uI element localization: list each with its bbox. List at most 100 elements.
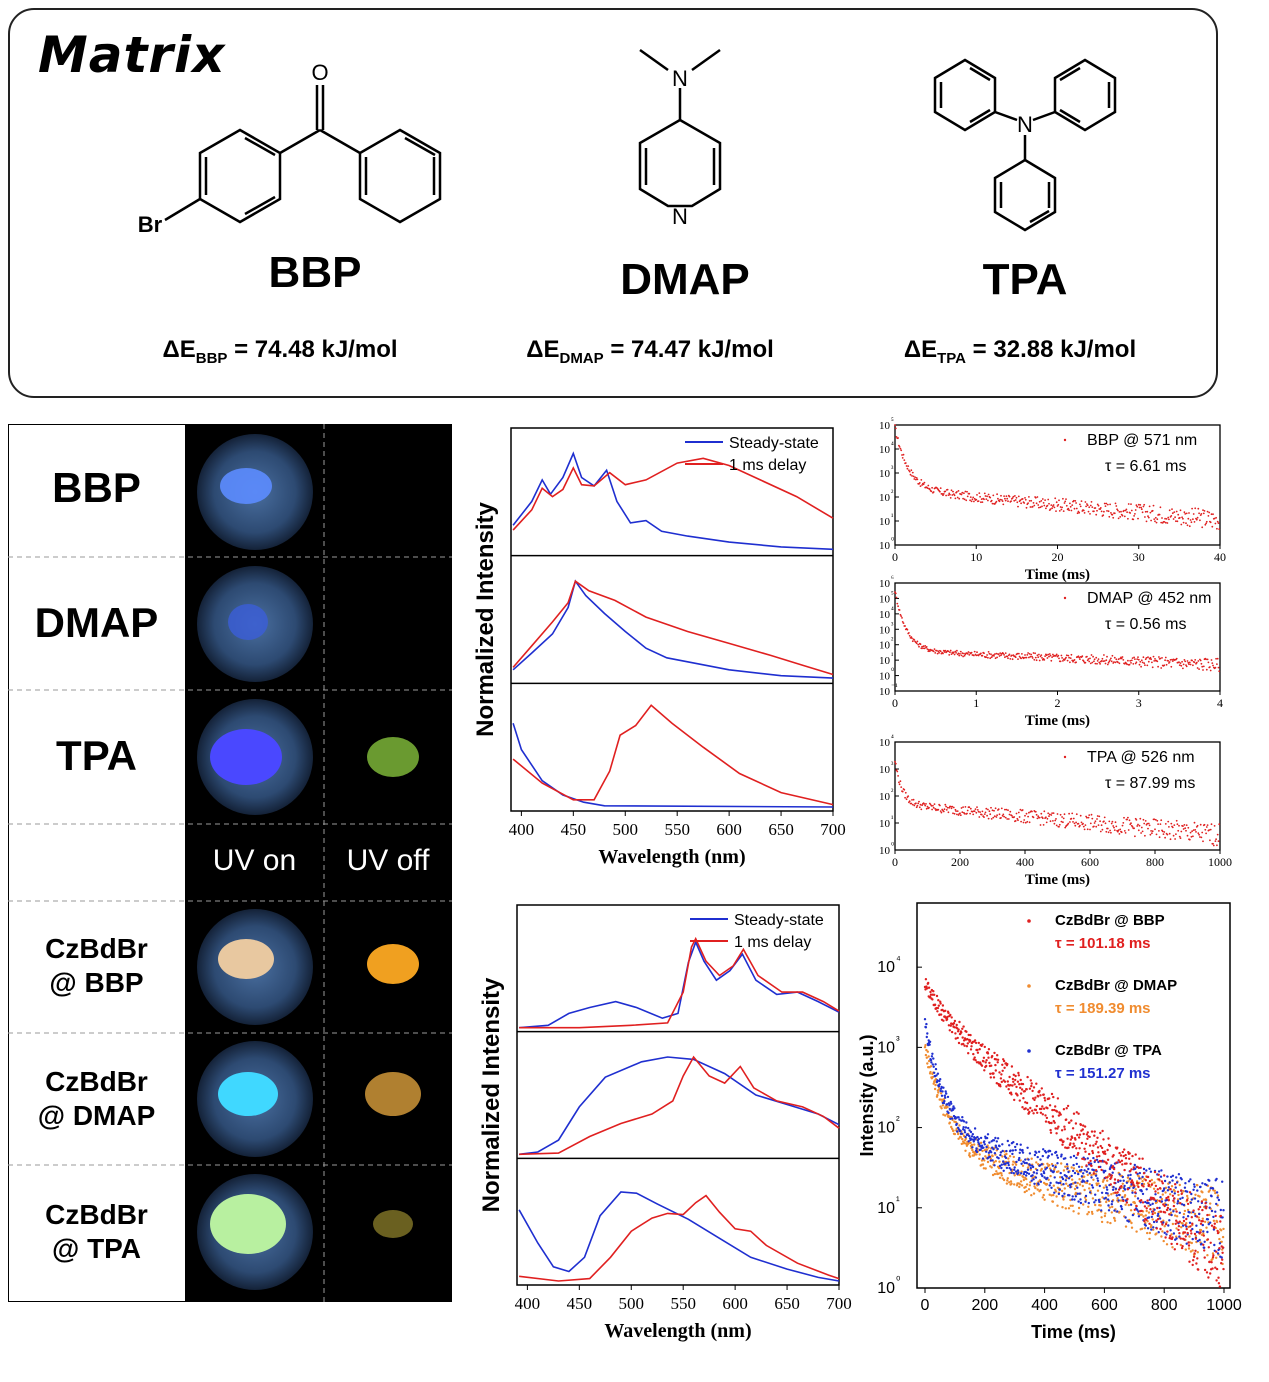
- decay-point: [1062, 1108, 1066, 1111]
- decay-point: [997, 653, 1000, 656]
- decay-point: [953, 1026, 956, 1029]
- decay-point: [1102, 1138, 1105, 1141]
- decay-point: [1114, 661, 1117, 664]
- decay-point: [1198, 833, 1200, 836]
- decay-point: [1166, 1175, 1169, 1178]
- decay-point: [1123, 1188, 1127, 1191]
- decay-point: [1114, 1191, 1117, 1194]
- decay-point: [1093, 510, 1095, 513]
- decay-point: [1210, 513, 1213, 516]
- decay-point: [1103, 820, 1105, 823]
- decay-point: [1116, 1191, 1119, 1194]
- decay-point: [1175, 1210, 1178, 1213]
- decay-point: [1128, 819, 1131, 822]
- decay-point: [1106, 503, 1109, 506]
- decay-point: [1005, 1152, 1008, 1156]
- decay-point: [1072, 817, 1075, 820]
- decay-point: [1090, 654, 1093, 656]
- decay-point: [1029, 506, 1032, 508]
- decay-point: [1092, 1156, 1095, 1160]
- decay-point: [1174, 1214, 1177, 1217]
- decay-point: [1168, 1219, 1171, 1222]
- decay-point: [970, 1143, 974, 1147]
- decay-point: [1029, 1166, 1032, 1170]
- decay-point: [1127, 503, 1130, 505]
- decay-point: [1172, 1199, 1175, 1202]
- decay-point: [1021, 1164, 1025, 1167]
- decay-point: [1105, 659, 1108, 662]
- decay-point: [1087, 510, 1090, 513]
- decay-point: [925, 1048, 928, 1052]
- decay-point: [1055, 1110, 1059, 1113]
- decay-point: [1019, 1092, 1023, 1095]
- decay-point: [969, 1141, 972, 1144]
- decay-point: [1164, 517, 1166, 520]
- decay-point: [1194, 1234, 1198, 1238]
- decay-point: [1073, 1171, 1077, 1175]
- decay-point: [1131, 1191, 1134, 1194]
- decay-point: [1188, 1211, 1191, 1214]
- decay-point: [953, 653, 956, 656]
- decay-point: [1020, 820, 1022, 823]
- decay-point: [986, 1160, 990, 1164]
- decay-point: [1032, 1086, 1036, 1089]
- decay-point: [1131, 1213, 1135, 1217]
- decay-point: [1166, 1203, 1170, 1207]
- decay-point: [1097, 1198, 1101, 1202]
- decay-point: [1134, 1191, 1137, 1194]
- decay-point: [1179, 1237, 1182, 1240]
- decay-point: [1017, 495, 1020, 498]
- decay-point: [1198, 1205, 1202, 1209]
- decay-point: [1121, 1182, 1124, 1185]
- decay-point: [1166, 1206, 1170, 1210]
- decay-point: [1160, 521, 1163, 524]
- decay-point: [1030, 653, 1033, 656]
- decay-point: [1123, 509, 1125, 512]
- decay-point: [1085, 505, 1087, 508]
- decay-point: [1155, 521, 1158, 524]
- decay-point: [1107, 661, 1110, 664]
- decay-point: [1089, 1162, 1093, 1165]
- decay-point: [1037, 1150, 1041, 1153]
- decay-point: [967, 1140, 970, 1143]
- decay-point: [989, 1076, 992, 1079]
- x-tick-label: 30: [1133, 550, 1145, 564]
- decay-point: [1124, 1216, 1127, 1219]
- decay-point: [1111, 1200, 1114, 1203]
- decay-point: [1210, 1209, 1214, 1213]
- decay-point: [1055, 653, 1058, 656]
- decay-point: [1069, 502, 1071, 505]
- decay-point: [1028, 500, 1031, 502]
- decay-point: [1099, 507, 1102, 509]
- decay-point: [1141, 1192, 1145, 1196]
- decay-point: [1161, 517, 1163, 519]
- plot-frame: [510, 427, 834, 812]
- decay-point: [904, 791, 907, 794]
- decay-point: [1187, 1180, 1191, 1183]
- decay-point: [1132, 518, 1135, 521]
- decay-point: [1163, 1204, 1166, 1208]
- decay-point: [1187, 1247, 1191, 1250]
- decay-point: [1106, 1192, 1109, 1195]
- decay-point: [1082, 1172, 1085, 1175]
- decay-point: [1048, 1121, 1051, 1125]
- decay-point: [996, 814, 998, 817]
- decay-point: [939, 1089, 942, 1093]
- decay-point: [975, 654, 978, 657]
- decay-point: [1059, 660, 1062, 663]
- decay-point: [1138, 506, 1141, 509]
- decay-point: [1023, 1190, 1026, 1194]
- decay-point: [1027, 1188, 1031, 1191]
- decay-point: [1134, 513, 1136, 515]
- decay-point: [1006, 1080, 1009, 1083]
- decay-point: [1041, 498, 1044, 500]
- decay-point: [1090, 1210, 1094, 1214]
- decay-point: [1206, 1213, 1209, 1217]
- spectrum-delay-line: [519, 936, 840, 1029]
- decay-point: [1019, 1078, 1022, 1082]
- x-tick-label: 500: [619, 1294, 645, 1313]
- decay-point: [974, 1041, 978, 1045]
- decay-point: [1113, 1217, 1116, 1220]
- decay-point: [1171, 1194, 1175, 1197]
- decay-point: [962, 806, 964, 808]
